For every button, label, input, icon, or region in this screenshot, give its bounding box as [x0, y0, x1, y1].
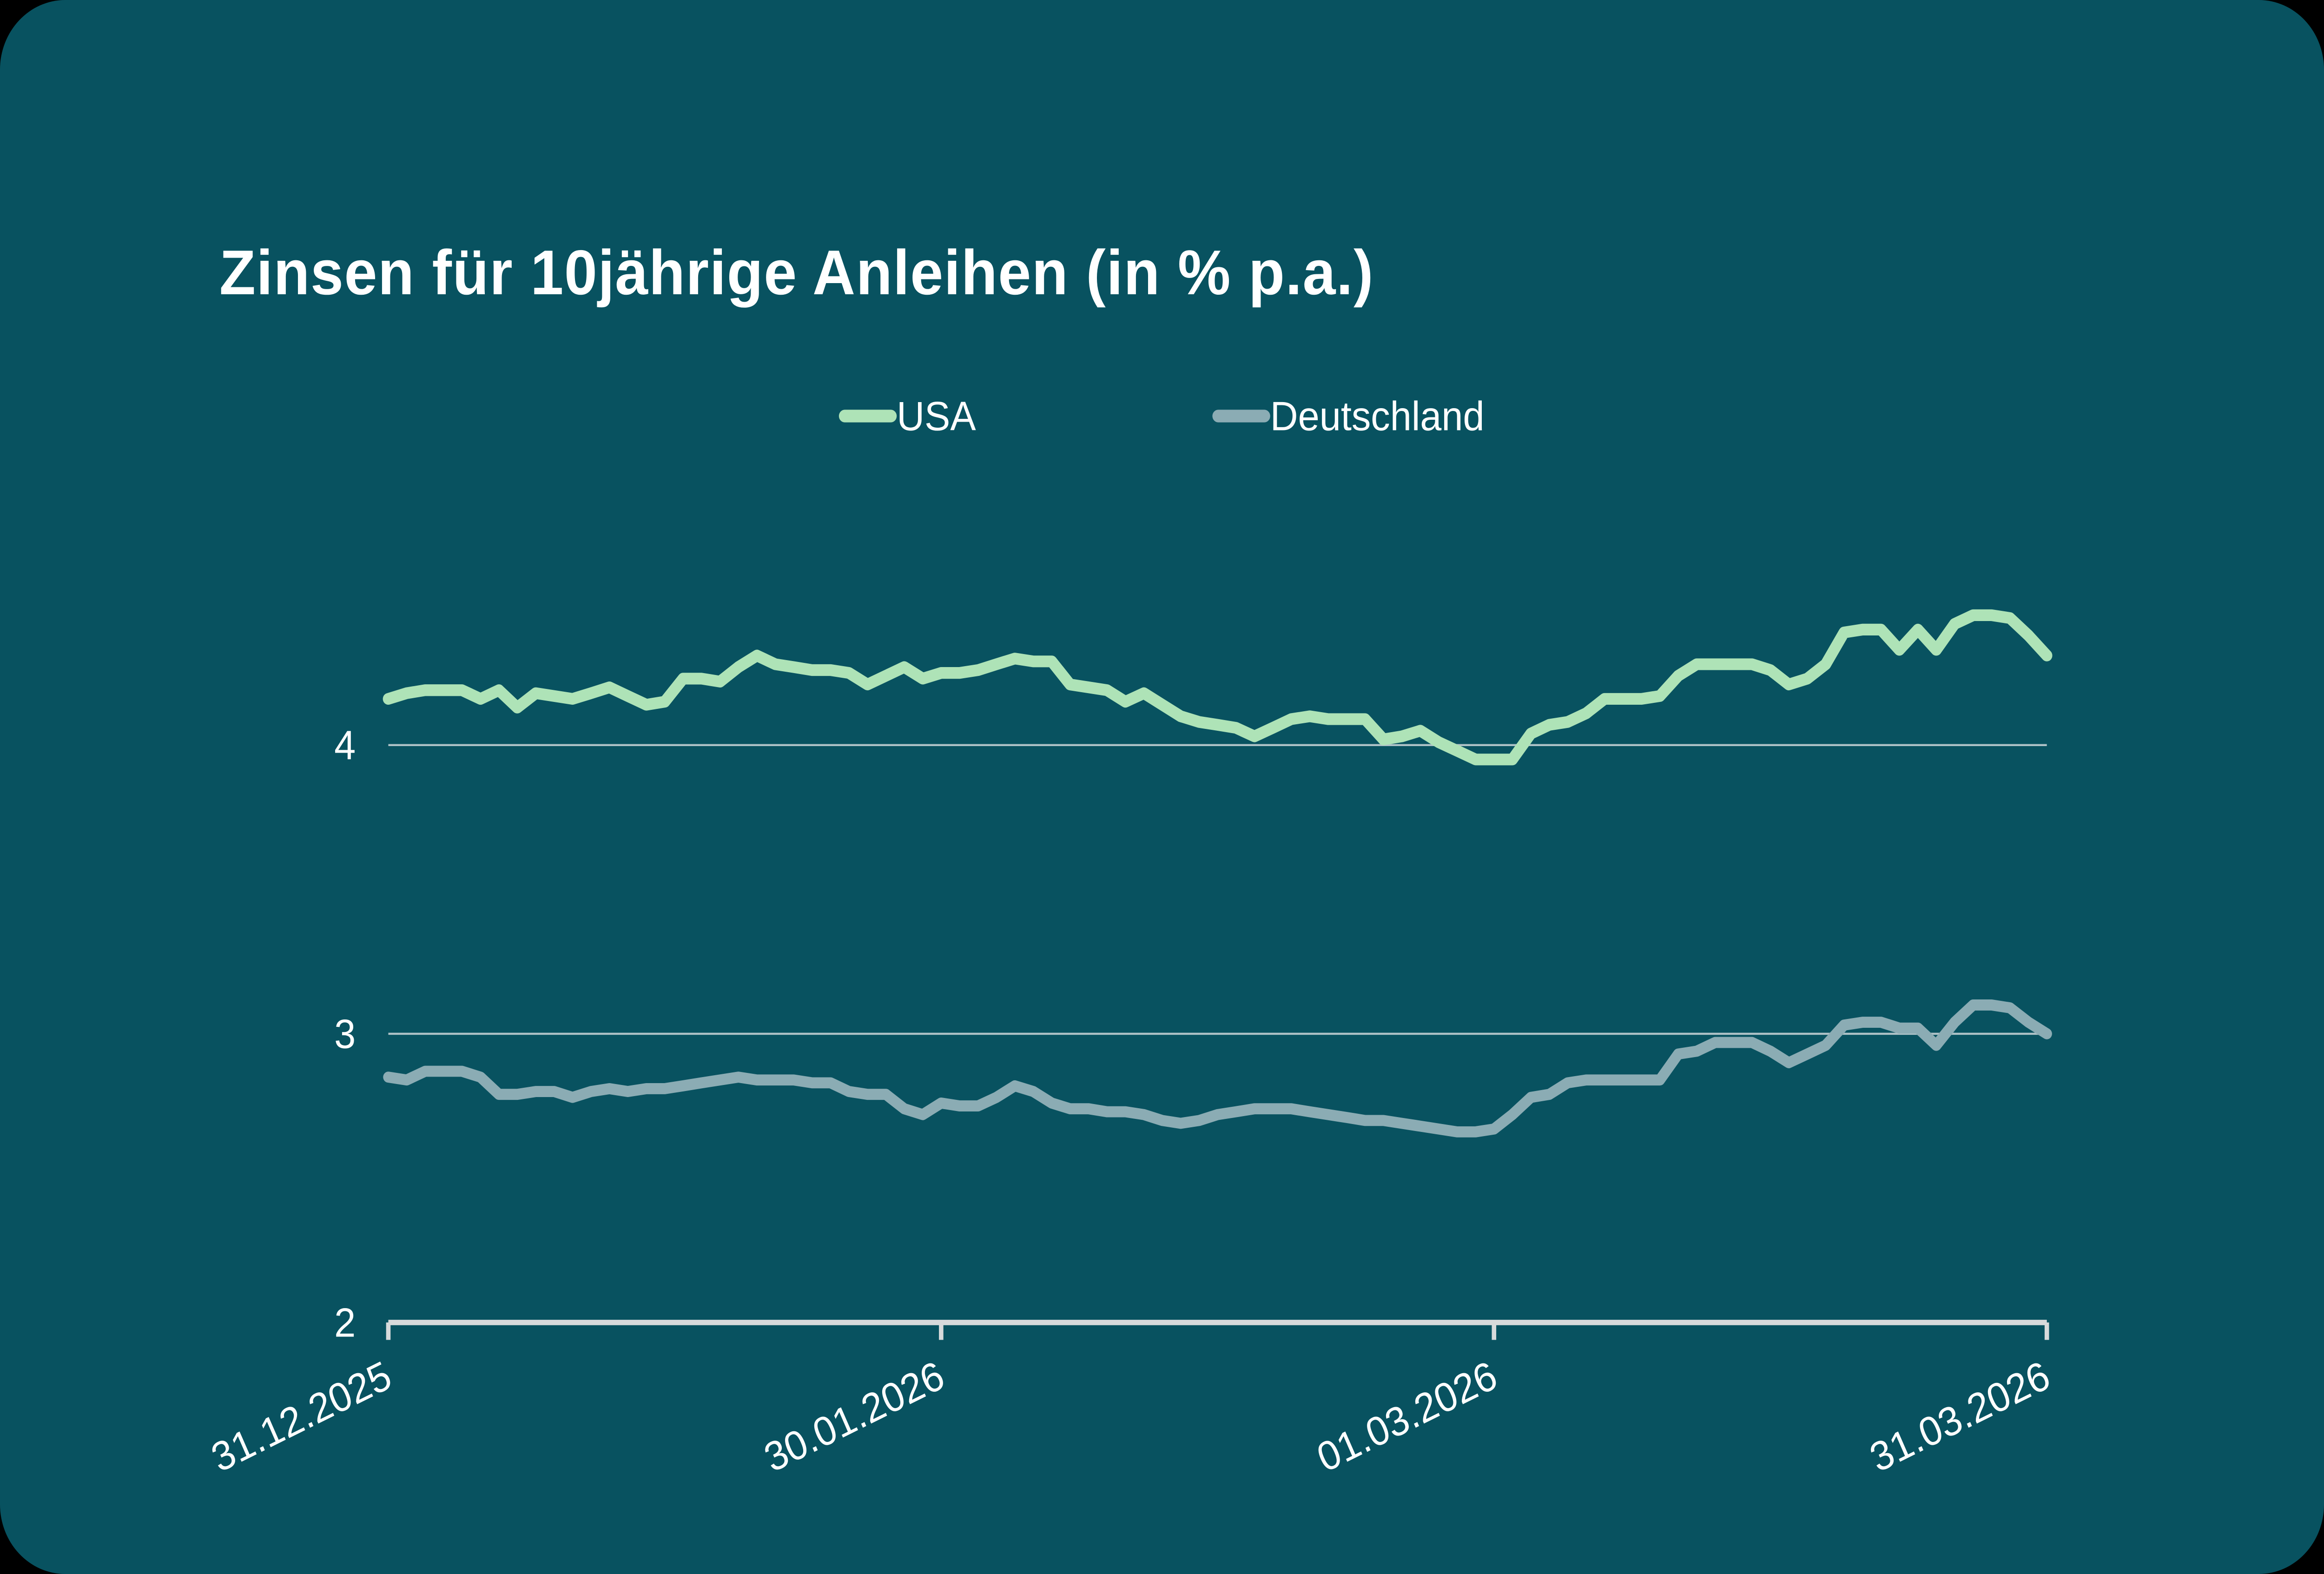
y-axis-labels: 2 3 4 [334, 722, 356, 1346]
legend-item-deutschland[interactable]: Deutschland [1212, 393, 1485, 439]
data-series [383, 609, 2053, 1138]
y-tick-label-2: 2 [334, 1300, 356, 1346]
legend-item-usa[interactable]: USA [838, 393, 976, 439]
legend-label-usa: USA [897, 393, 976, 439]
legend: USA Deutschland [838, 393, 1485, 439]
deutschland-line [383, 999, 2052, 1138]
y-tick-label-4: 4 [334, 722, 356, 768]
chart-title: Zinsen für 10jährige Anleihen (in % p.a.… [219, 237, 1374, 308]
usa-line [383, 609, 2053, 766]
gridlines [388, 744, 2047, 1035]
x-axis [386, 1320, 2049, 1340]
y-tick-label-3: 3 [334, 1011, 356, 1057]
legend-label-deutschland: Deutschland [1270, 393, 1485, 439]
